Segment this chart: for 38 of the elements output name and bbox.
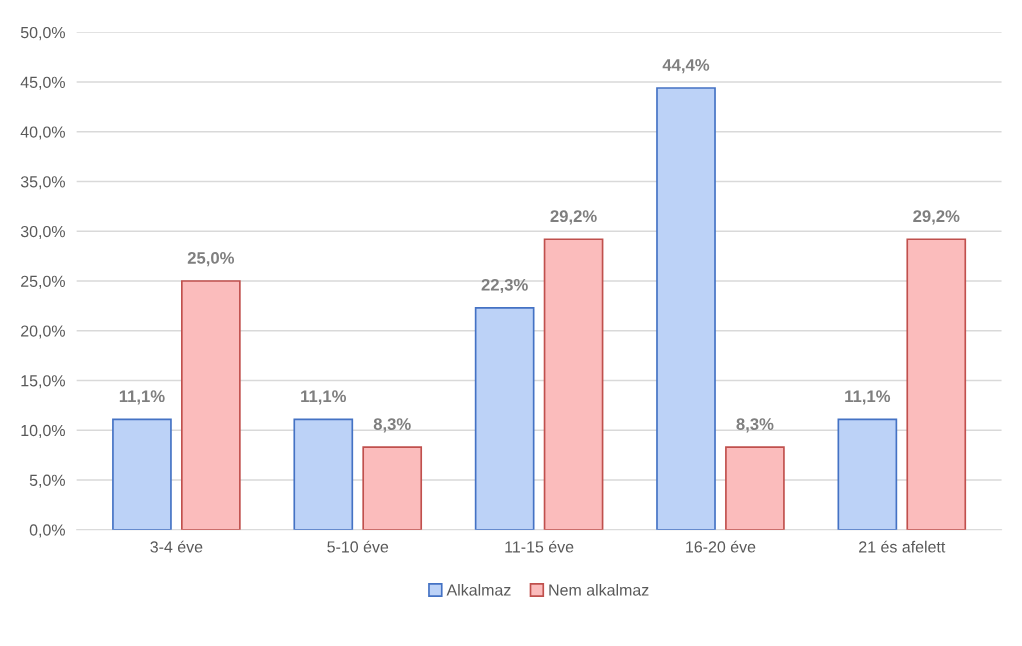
x-tick-label: 21 és afelett [859,540,946,553]
x-tick-label: 16-20 éve [686,540,756,553]
data-label: 8,3% [736,418,774,433]
x-tick-label: 3-4 éve [150,540,203,553]
bar [837,418,898,530]
data-label: 11,1% [301,390,347,405]
bar [656,87,716,530]
bar [362,446,423,530]
legend-label: Alkalmaz [446,583,511,596]
data-label: 11,1% [845,390,891,405]
data-label: 8,3% [373,418,411,433]
data-label: 22,3% [481,278,528,294]
bar [474,307,535,530]
bar [112,418,172,530]
data-label: 29,2% [913,210,960,225]
data-label: 11,1% [119,390,165,405]
y-tick-label: 35,0% [20,176,65,190]
y-tick-label: 25,0% [21,275,65,289]
data-label: 29,2% [550,210,597,225]
y-tick-label: 0,0% [29,524,65,538]
bar [725,446,785,530]
y-tick-label: 5,0% [29,474,65,488]
bar [181,280,241,530]
x-tick-label: 5-10 éve [327,540,389,553]
y-tick-label: 50,0% [20,26,65,41]
data-label: 25,0% [187,252,235,267]
bar [293,418,354,530]
y-tick-label: 15,0% [21,375,65,389]
y-tick-label: 20,0% [21,325,65,339]
bar [906,238,967,530]
bar [543,238,604,530]
y-tick-label: 45,0% [20,76,65,90]
y-tick-label: 10,0% [21,424,65,439]
y-tick-label: 40,0% [20,126,65,140]
legend-label: Nem alkalmaz [549,583,649,596]
x-tick-label: 11-15 éve [505,540,574,553]
y-tick-label: 30,0% [20,225,65,240]
data-label: 44,4% [662,59,710,74]
